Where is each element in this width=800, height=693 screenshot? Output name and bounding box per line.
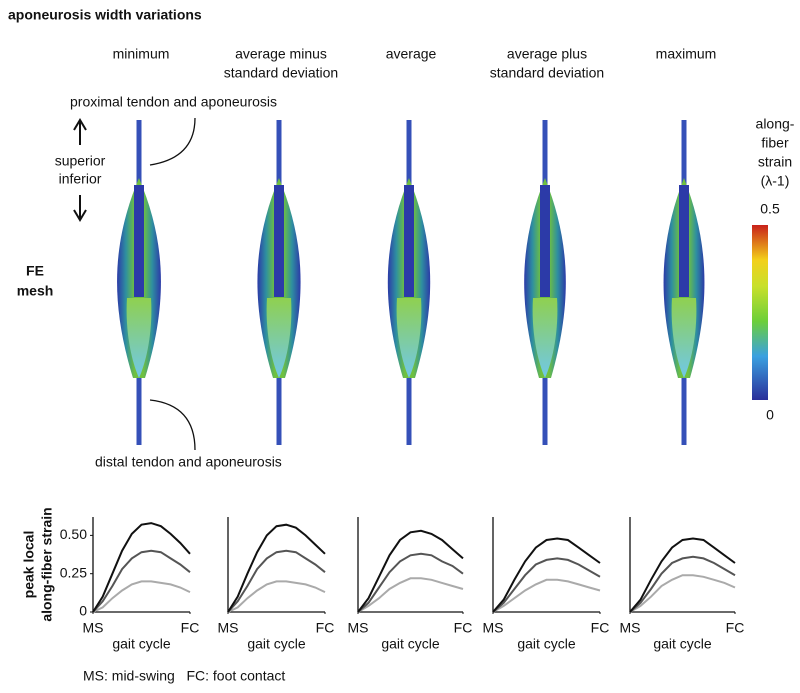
strain-curve (629, 555, 736, 613)
colorbar-title: fiber (761, 135, 789, 151)
lower-aponeurosis (126, 298, 152, 378)
strain-curve (629, 574, 736, 613)
colorbar-max: 0.5 (760, 201, 780, 217)
aponeurosis (404, 185, 414, 297)
strain-curve (357, 552, 464, 613)
colorbar-title: (λ-1) (761, 173, 790, 189)
figure-title: aponeurosis width variations (8, 7, 202, 23)
y-tick-label: 0 (79, 603, 87, 619)
lower-aponeurosis (532, 298, 558, 378)
strain-curve (227, 549, 326, 613)
mesh-group (117, 120, 705, 445)
inferior-label: inferior (59, 171, 102, 187)
colorbar-title: strain (758, 154, 792, 170)
x-tick-label: MS (218, 620, 239, 636)
strain-curve (92, 549, 191, 613)
y-tick-label: 0.25 (60, 564, 87, 580)
strain-curve (357, 529, 464, 613)
column-heading: maximum (656, 46, 717, 62)
x-axis-label: gait cycle (653, 636, 712, 652)
connector (149, 399, 196, 451)
column-heading: average plus (507, 46, 587, 62)
column-heading: standard deviation (490, 65, 604, 81)
x-axis-label: gait cycle (112, 636, 171, 652)
column-heading: minimum (113, 46, 170, 62)
colorbar-title: along- (756, 116, 795, 132)
strain-curve (227, 580, 326, 613)
connector (149, 117, 196, 166)
strain-curve (357, 577, 464, 613)
colorbar (752, 225, 768, 400)
column-heading: average (386, 46, 437, 62)
strain-curve (92, 580, 191, 613)
strain-curve (629, 537, 736, 613)
strain-curve (227, 523, 326, 613)
strain-curve (492, 557, 601, 613)
x-tick-label: MS (483, 620, 504, 636)
lower-aponeurosis (671, 298, 697, 378)
aponeurosis (134, 185, 144, 297)
lower-aponeurosis (266, 298, 292, 378)
x-tick-label: FC (181, 620, 200, 636)
x-axis-label: gait cycle (247, 636, 306, 652)
column-heading: standard deviation (224, 65, 338, 81)
row-label: mesh (17, 283, 54, 299)
superior-label: superior (55, 153, 106, 169)
y-tick-label: 0.50 (60, 526, 87, 542)
x-tick-label: FC (316, 620, 335, 636)
aponeurosis (679, 185, 689, 297)
x-axis-label: gait cycle (517, 636, 576, 652)
footnote: MS: mid-swing FC: foot contact (83, 668, 285, 684)
x-tick-label: FC (454, 620, 473, 636)
y-axis-label: peak local (21, 531, 37, 599)
x-axis-label: gait cycle (381, 636, 440, 652)
x-tick-label: MS (620, 620, 641, 636)
strain-curve (92, 522, 191, 613)
x-tick-label: FC (726, 620, 745, 636)
lower-aponeurosis (396, 298, 422, 378)
strain-curve (492, 578, 601, 613)
y-axis-label: along-fiber strain (39, 507, 55, 621)
distal-label: distal tendon and aponeurosis (95, 454, 282, 470)
strain-curve (492, 537, 601, 613)
proximal-label: proximal tendon and aponeurosis (70, 94, 277, 110)
arrow-up (73, 118, 87, 145)
x-tick-label: MS (348, 620, 369, 636)
x-tick-label: MS (83, 620, 104, 636)
x-tick-label: FC (591, 620, 610, 636)
colorbar-min: 0 (766, 407, 774, 423)
aponeurosis (274, 185, 284, 297)
aponeurosis (540, 185, 550, 297)
row-label: FE (26, 263, 44, 279)
arrow-down (73, 195, 87, 222)
column-heading: average minus (235, 46, 327, 62)
